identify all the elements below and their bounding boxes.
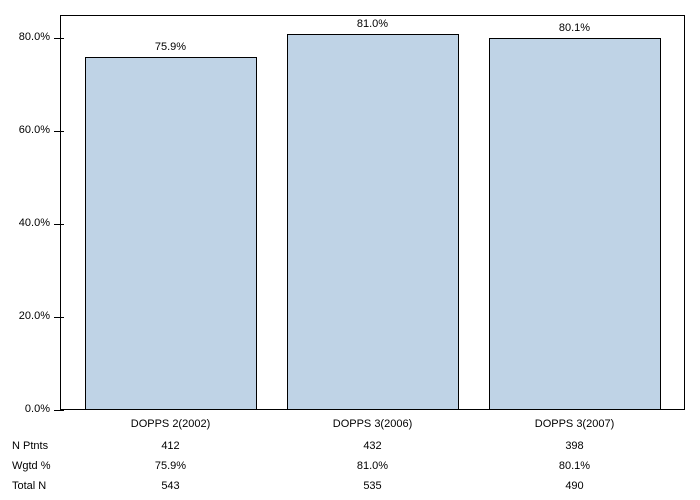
table-row-value: 543 xyxy=(85,480,257,492)
chart-container: 0.0% 20.0% 40.0% 60.0% 80.0% 75.9% 81.0% 80.1% D… xyxy=(0,0,700,500)
bar-value-label: 75.9% xyxy=(85,41,257,53)
table-row-value: 398 xyxy=(489,440,661,452)
y-tick-label: 40.0% xyxy=(0,217,50,229)
y-tick-mark-inner xyxy=(60,317,64,318)
y-tick-mark-inner xyxy=(60,410,64,411)
table-row-value: 412 xyxy=(85,440,257,452)
y-tick-label: 0.0% xyxy=(0,403,50,415)
table-row-value: 432 xyxy=(287,440,459,452)
bar xyxy=(85,57,257,410)
table-row-value: 75.9% xyxy=(85,460,257,472)
table-row-value: 535 xyxy=(287,480,459,492)
bar-value-label: 81.0% xyxy=(287,18,459,30)
y-tick-mark-inner xyxy=(60,224,64,225)
table-row-header: Wgtd % xyxy=(12,460,51,472)
table-row-value: 490 xyxy=(489,480,661,492)
bar xyxy=(489,38,661,410)
y-tick-mark-inner xyxy=(60,131,64,132)
y-tick-label: 80.0% xyxy=(0,31,50,43)
table-row-header: N Ptnts xyxy=(12,440,48,452)
y-tick-mark-inner xyxy=(60,38,64,39)
table-row-header: Total N xyxy=(12,480,46,492)
category-label: DOPPS 3(2007) xyxy=(489,418,661,430)
y-tick-label: 60.0% xyxy=(0,124,50,136)
table-row-value: 80.1% xyxy=(489,460,661,472)
bar-value-label: 80.1% xyxy=(489,22,661,34)
category-label: DOPPS 3(2006) xyxy=(287,418,459,430)
y-tick-label: 20.0% xyxy=(0,310,50,322)
bar xyxy=(287,34,459,410)
table-row-value: 81.0% xyxy=(287,460,459,472)
category-label: DOPPS 2(2002) xyxy=(85,418,257,430)
